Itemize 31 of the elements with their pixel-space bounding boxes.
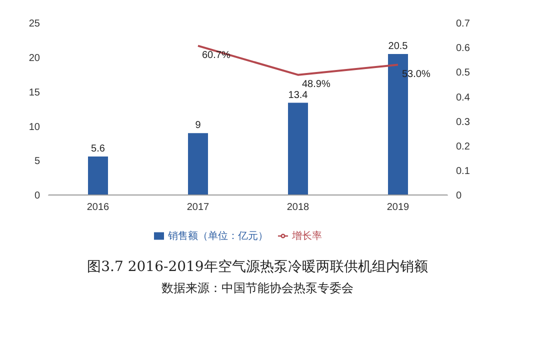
y-tick-label: 15 [28, 87, 40, 98]
y2-tick-label: 0.1 [456, 166, 470, 177]
y2-tick-label: 0.7 [456, 18, 470, 30]
bar [188, 133, 208, 195]
y2-tick-label: 0.3 [456, 116, 470, 128]
y2-tick-label: 0.4 [456, 92, 470, 104]
bar [288, 102, 308, 195]
y-tick-label: 5 [34, 156, 40, 168]
data-label: 48.9% [302, 78, 330, 90]
y-tick-label: 0 [34, 190, 40, 202]
data-label: 5.6 [91, 143, 106, 154]
x-tick-label: 2018 [286, 202, 310, 214]
y2-tick-label: 0 [456, 190, 462, 202]
data-label: 60.7% [202, 50, 230, 61]
data-label: 20.5 [388, 40, 408, 52]
legend-label: 销售额（单位：亿元） [168, 231, 268, 242]
bar [88, 156, 108, 195]
data-label: 13.4 [288, 90, 308, 101]
data-label: 9 [195, 120, 202, 132]
y-tick-label: 10 [28, 122, 40, 133]
y2-tick-label: 0.5 [456, 68, 470, 79]
y-tick-label: 20 [28, 52, 40, 64]
text: 图3.7 2016-2019年空气源热泵冷暖两联供机组内销额 [86, 258, 429, 276]
x-tick-label: 2019 [386, 202, 410, 214]
y-tick-label: 25 [28, 18, 40, 30]
source-note: 数据来源：中国节能协会热泵专委会 [160, 280, 354, 297]
x-tick-label: 2017 [186, 202, 210, 214]
x-tick-label: 2016 [86, 202, 110, 214]
legend-label: 增长率 [292, 231, 322, 242]
y2-tick-label: 0.2 [456, 141, 470, 152]
y2-tick-label: 0.6 [456, 43, 470, 54]
